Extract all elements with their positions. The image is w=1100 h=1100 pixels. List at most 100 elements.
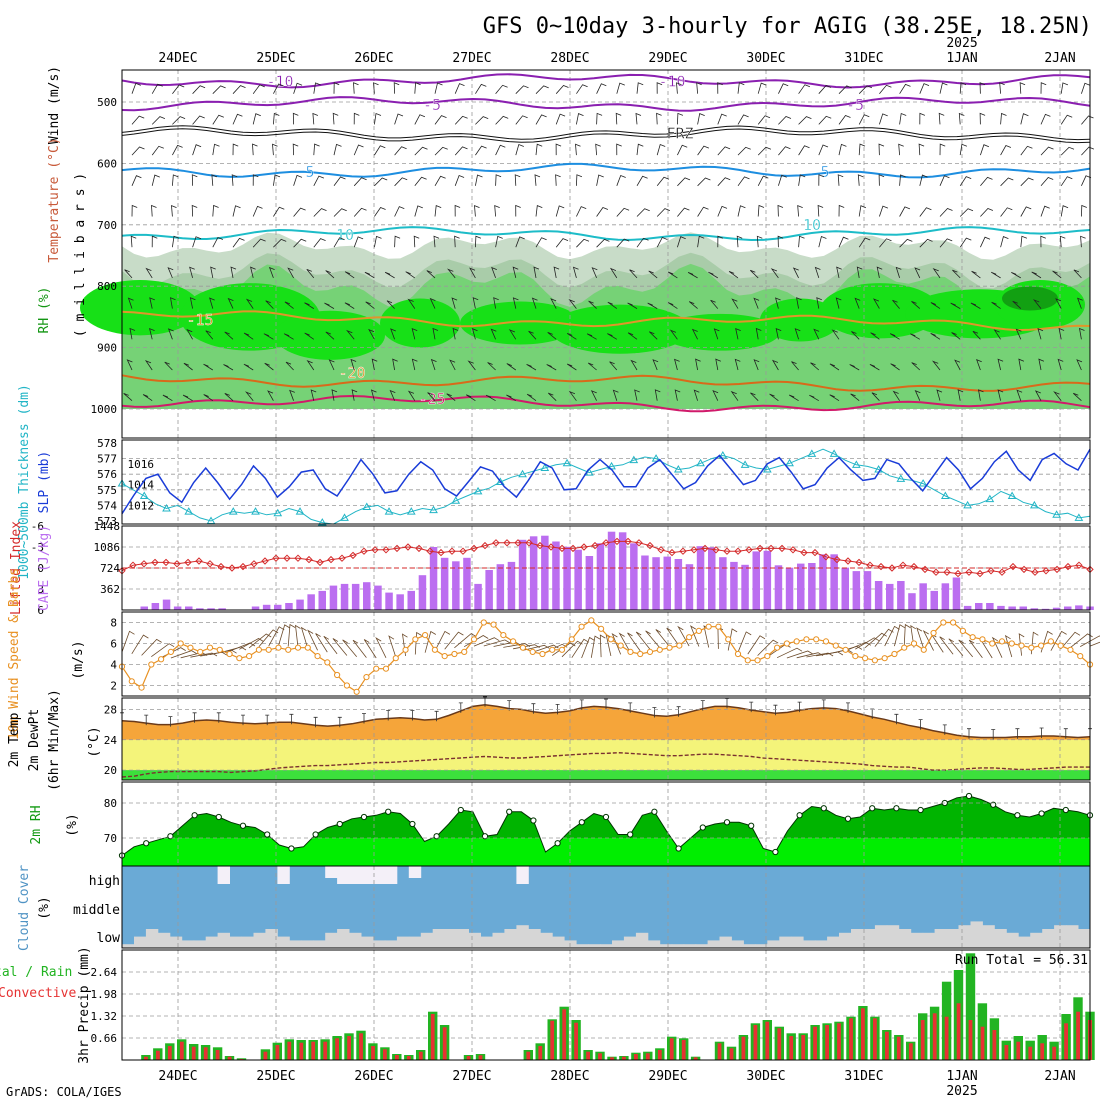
wind-barb — [167, 328, 174, 340]
cloud-low-block — [241, 936, 254, 948]
wind-barb — [634, 389, 640, 401]
cloud-low-block — [468, 932, 481, 948]
wind-barb — [1032, 299, 1042, 309]
li-marker — [195, 557, 203, 565]
wind-barb — [667, 271, 678, 279]
wind-barb — [203, 394, 214, 402]
wind-barb — [454, 83, 465, 94]
wind-barb — [203, 363, 214, 371]
wind-barb-10m — [121, 630, 135, 653]
precip-conv-bar — [1052, 1046, 1057, 1060]
cloud-low-block — [1006, 932, 1019, 948]
wind-barb — [697, 113, 705, 125]
wind-barb — [959, 82, 967, 94]
wind-barb — [209, 297, 215, 309]
wind-barb-10m — [332, 638, 348, 656]
wind-barb — [446, 393, 456, 402]
precip-conv-bar — [418, 1051, 423, 1060]
wind-barb — [895, 266, 902, 279]
wind-speed-marker — [187, 644, 194, 651]
cape-bar — [1064, 606, 1072, 610]
wind-barb-10m — [248, 633, 272, 649]
wind-barb — [878, 143, 885, 156]
li-marker — [1053, 565, 1061, 574]
cape-bar — [140, 606, 148, 610]
wind-barb-10m — [939, 636, 954, 655]
precip-conv-bar — [227, 1056, 232, 1060]
rh2m-marker — [481, 833, 489, 840]
wind-barb — [515, 204, 521, 217]
wind-speed-marker — [822, 638, 830, 645]
thickness-marker — [451, 496, 461, 504]
wind-barb — [324, 302, 335, 309]
li-marker — [217, 562, 225, 571]
cape-bar — [808, 563, 816, 610]
wind-barb — [1016, 389, 1023, 401]
rh-patch — [550, 304, 690, 354]
precip-conv-bar — [920, 1020, 925, 1060]
wind-barb — [490, 328, 497, 340]
cape-bar — [463, 557, 471, 610]
cloud-low-block — [946, 929, 959, 948]
temp-range-bar — [604, 698, 608, 710]
wind-barb — [306, 360, 315, 371]
wind-barb — [1040, 177, 1054, 187]
isotherm-label: FRZ — [666, 125, 693, 143]
cloud-low-block — [516, 925, 529, 948]
wind-speed-marker — [246, 653, 253, 660]
wind-barb — [533, 266, 540, 278]
wind-speed-marker — [128, 678, 135, 685]
temp-frame — [121, 697, 1091, 781]
precip-conv-bar — [359, 1033, 363, 1060]
wind-barb — [899, 83, 911, 94]
top-date-label: 28DEC — [550, 51, 589, 66]
isotherm-label: -10 — [658, 73, 685, 91]
wind-barb — [636, 143, 644, 156]
wind-barb — [353, 177, 367, 187]
wind-barb-10m — [599, 634, 606, 658]
wind-barb — [528, 330, 537, 340]
wind-barb — [230, 266, 237, 278]
wind-speed-marker — [1008, 640, 1015, 647]
wind-barb — [268, 266, 275, 279]
wind-tick-label: 4 — [110, 659, 117, 672]
wind-barb — [677, 177, 691, 187]
wind-barb — [838, 115, 851, 125]
wind-barb — [535, 114, 547, 125]
li-marker — [910, 562, 918, 571]
top-year-label: 2025 — [946, 36, 977, 51]
wind-barb-10m — [689, 625, 700, 647]
wind-barb-10m — [151, 643, 175, 658]
rh2m-marker — [191, 812, 198, 819]
precip-conv-bar — [167, 1046, 172, 1060]
wind-barb — [454, 174, 465, 186]
cloud-level-label: middle — [73, 903, 120, 918]
bottom-date-axis: 24DEC 25DEC 26DEC 27DEC 28DEC 29DEC 30DEC 31DEC… — [158, 1069, 1075, 1099]
wind-barb-10m — [903, 623, 911, 647]
dewpt-low-zone — [122, 770, 1090, 780]
li-marker — [789, 546, 797, 554]
wind-frame — [121, 611, 1091, 697]
cape-bar — [351, 583, 360, 610]
bottom-date-label: 29DEC — [648, 1069, 687, 1084]
wind-barb — [796, 297, 802, 309]
wind-speed-marker — [705, 623, 712, 630]
wind-barb — [224, 331, 234, 340]
cape-bar — [385, 592, 393, 610]
cape-bar — [173, 606, 182, 610]
wind-barb — [293, 82, 303, 94]
thickness-marker — [629, 455, 639, 464]
li-marker — [239, 562, 247, 571]
wind-barb — [142, 394, 153, 402]
wind-barb-10m — [268, 626, 285, 647]
thickness-label: 1000~500mb Thickness (dm) — [17, 384, 32, 580]
li-marker — [437, 548, 445, 557]
wind-barb — [126, 359, 133, 371]
wind-barb — [313, 143, 320, 156]
wind-barb — [526, 393, 537, 402]
li-marker — [360, 547, 368, 555]
precip-conv-bar — [908, 1043, 913, 1060]
wind-speed-marker — [783, 640, 790, 647]
wind-barb — [936, 389, 943, 401]
isotherm-label: -5 — [423, 96, 441, 114]
